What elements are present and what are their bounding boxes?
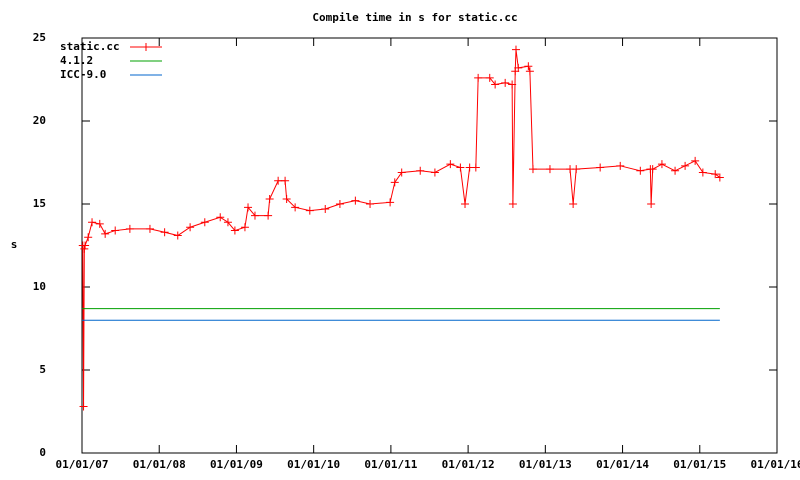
point-marker [545, 165, 554, 174]
point-marker [281, 176, 290, 185]
point-marker [291, 203, 300, 212]
point-marker [416, 166, 425, 175]
point-marker [715, 173, 724, 182]
point-marker [456, 163, 465, 172]
point-marker [84, 233, 93, 242]
point-marker [508, 80, 517, 89]
y-axis-label: s [11, 238, 18, 251]
point-marker [508, 200, 517, 208]
y-tick-label: 15 [33, 197, 46, 210]
point-marker [461, 200, 470, 208]
plot-frame [81, 37, 778, 454]
point-marker [160, 228, 169, 237]
point-marker [596, 163, 605, 172]
point-marker [265, 195, 274, 204]
point-marker [186, 223, 195, 232]
y-tick-label: 10 [33, 280, 46, 293]
point-marker [511, 45, 520, 54]
point-marker [501, 78, 510, 87]
point-marker [528, 165, 537, 174]
point-marker [525, 67, 534, 76]
point-marker [321, 204, 330, 213]
point-marker [474, 73, 483, 82]
point-marker [145, 224, 154, 233]
point-marker [366, 200, 375, 208]
point-marker [81, 241, 90, 250]
legend-label: ICC-9.0 [60, 68, 106, 81]
x-tick-label: 01/01/12 [442, 458, 495, 471]
point-marker [671, 166, 680, 175]
point-marker [264, 211, 273, 220]
point-marker [698, 168, 707, 177]
x-tick-label: 01/01/10 [287, 458, 340, 471]
y-tick-label: 20 [33, 114, 46, 127]
chart-title: Compile time in s for static.cc [312, 11, 517, 24]
point-marker [223, 218, 232, 227]
point-marker [430, 168, 439, 177]
legend-marker [142, 43, 150, 51]
point-marker [616, 161, 625, 170]
x-tick-label: 01/01/16 [751, 458, 800, 471]
x-tick-label: 01/01/15 [673, 458, 726, 471]
point-marker [80, 244, 89, 253]
point-marker [95, 219, 104, 228]
legend-label: static.cc [60, 40, 120, 53]
point-marker [282, 195, 291, 204]
point-marker [386, 198, 395, 207]
point-marker [446, 160, 455, 169]
point-marker [681, 161, 690, 170]
point-marker [514, 63, 523, 72]
point-marker [572, 165, 581, 174]
x-tick-label: 01/01/14 [596, 458, 649, 471]
point-marker [305, 206, 314, 215]
point-marker [657, 160, 666, 169]
point-marker [111, 226, 120, 235]
point-marker [648, 165, 657, 174]
point-marker [691, 156, 700, 165]
point-marker [244, 203, 253, 212]
y-tick-label: 5 [39, 363, 46, 376]
point-marker [636, 166, 645, 175]
y-tick-label: 25 [33, 31, 46, 44]
point-marker [240, 223, 249, 232]
point-marker [173, 231, 182, 240]
point-marker [88, 218, 97, 227]
point-marker [351, 196, 360, 205]
point-marker [230, 226, 239, 235]
point-marker [491, 80, 500, 89]
point-marker [250, 211, 259, 220]
point-marker [569, 200, 578, 208]
point-marker [471, 163, 480, 172]
x-tick-label: 01/01/13 [519, 458, 572, 471]
point-marker [125, 224, 134, 233]
x-tick-label: 01/01/11 [364, 458, 417, 471]
point-marker [335, 200, 344, 208]
y-tick-label: 0 [39, 446, 46, 459]
series-line [82, 49, 721, 407]
point-marker [274, 176, 283, 185]
point-marker [101, 229, 110, 238]
point-marker [485, 73, 494, 82]
point-marker [647, 200, 656, 208]
x-tick-label: 01/01/07 [56, 458, 109, 471]
point-marker [200, 218, 209, 227]
point-marker [524, 62, 533, 71]
point-marker [216, 213, 225, 222]
point-marker [711, 170, 720, 179]
point-marker [390, 178, 399, 187]
point-marker [79, 402, 88, 411]
legend-label: 4.1.2 [60, 54, 93, 67]
x-tick-label: 01/01/08 [133, 458, 186, 471]
point-marker [397, 168, 406, 177]
x-tick-label: 01/01/09 [210, 458, 263, 471]
